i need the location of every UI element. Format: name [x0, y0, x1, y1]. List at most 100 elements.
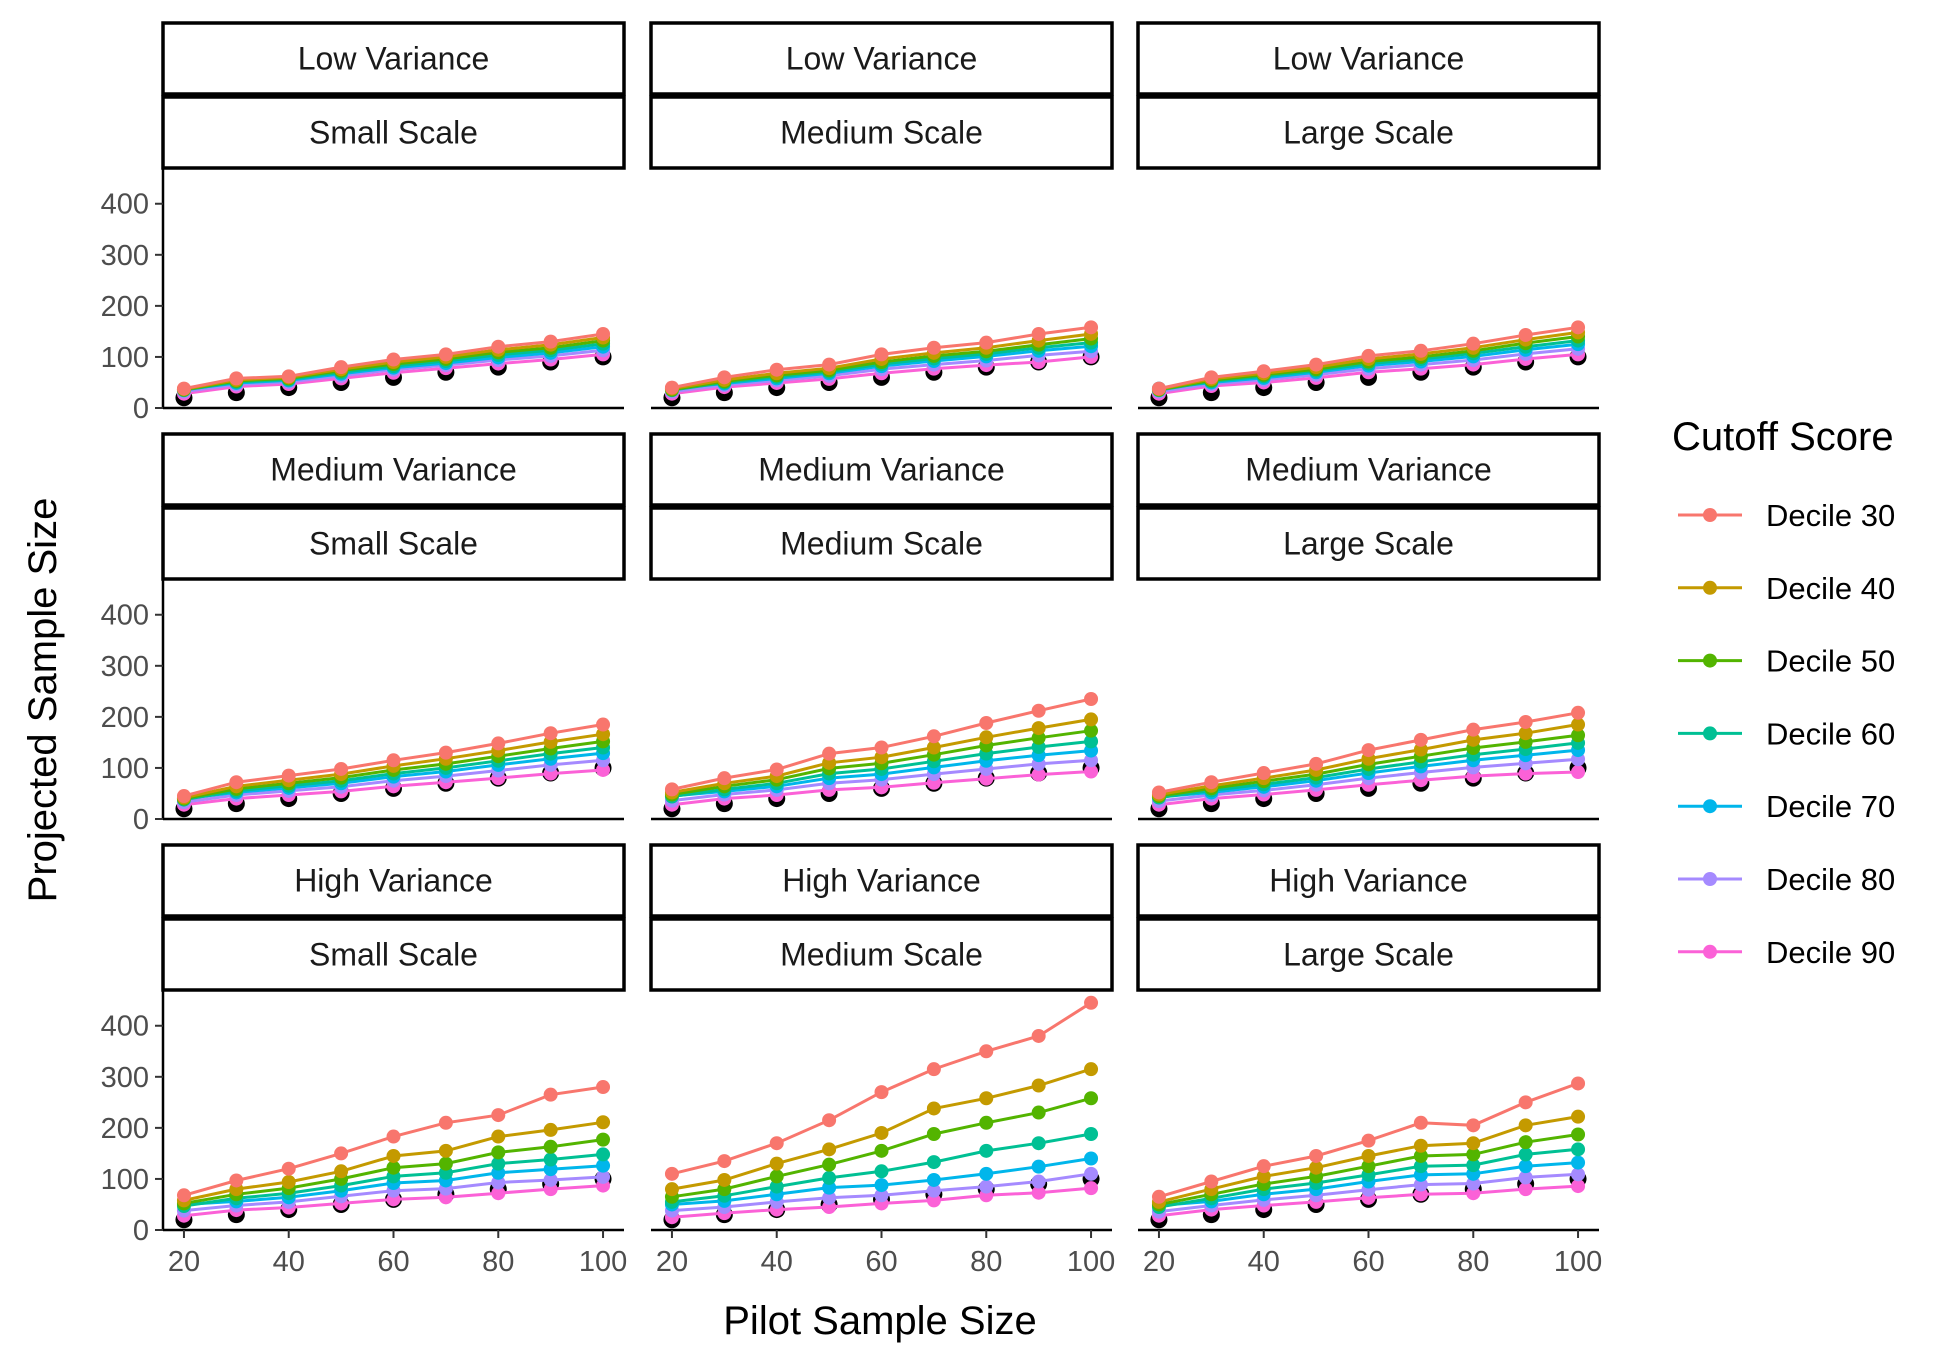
data-point [1466, 1176, 1481, 1191]
data-point [1413, 1177, 1428, 1192]
data-point [979, 1179, 994, 1194]
strip-box-scale [649, 917, 1114, 992]
strip-label-variance: Medium Variance [1245, 452, 1492, 488]
legend-title: Cutoff Score [1672, 415, 1894, 459]
data-point [1084, 1166, 1099, 1181]
facet-panel: High Variance Small Scale 0 100 200 300 400 20 4… [101, 843, 627, 1278]
x-tick-label: 20 [168, 1246, 200, 1278]
data-point [874, 1143, 889, 1158]
data-point [491, 1156, 506, 1171]
data-point [1084, 692, 1099, 706]
data-point [596, 1132, 611, 1147]
x-axis-title: Pilot Sample Size [723, 1299, 1036, 1343]
strip-box-variance [649, 432, 1114, 507]
strip-label-scale: Medium Scale [780, 115, 983, 151]
data-point [543, 1122, 558, 1137]
data-point [1151, 785, 1166, 800]
y-tick-label: 100 [101, 753, 149, 785]
x-tick-label: 60 [377, 1246, 409, 1278]
data-point [717, 1172, 732, 1187]
data-point [438, 1143, 453, 1158]
data-point [926, 1062, 941, 1077]
x-tick-label: 60 [865, 1246, 897, 1278]
y-tick-label: 300 [101, 1062, 149, 1094]
data-point [874, 1164, 889, 1179]
data-point [1084, 764, 1099, 779]
strip-box-scale [1136, 95, 1601, 170]
data-point [1571, 1167, 1586, 1182]
data-point [1466, 336, 1481, 351]
data-point [1571, 1109, 1586, 1124]
data-point [1518, 1182, 1533, 1197]
data-point [438, 1115, 453, 1130]
strip-label-variance: Medium Variance [758, 452, 1005, 488]
strip-label-scale: Small Scale [309, 526, 478, 562]
x-tick-label: 40 [761, 1246, 793, 1278]
data-point [1361, 1159, 1376, 1174]
data-point [926, 1193, 941, 1208]
data-point [491, 1175, 506, 1190]
data-point [1413, 1159, 1428, 1174]
data-point [596, 1158, 611, 1173]
data-point [1084, 723, 1099, 738]
data-point [822, 746, 837, 761]
data-point [1256, 766, 1271, 781]
data-point [769, 1136, 784, 1151]
legend-entry-label: Decile 80 [1766, 862, 1895, 897]
strip-box-scale [649, 506, 1114, 581]
data-point [1031, 1136, 1046, 1151]
data-point [1309, 1148, 1324, 1163]
data-point [281, 1175, 296, 1189]
data-point [1571, 705, 1586, 720]
data-point [822, 1142, 837, 1157]
data-point [769, 1169, 784, 1184]
data-point [979, 1091, 994, 1106]
x-tick-label: 100 [1067, 1246, 1115, 1278]
data-point [596, 326, 611, 341]
legend-key-point [1703, 580, 1717, 595]
y-tick-label: 100 [101, 1164, 149, 1196]
data-point [822, 1190, 837, 1205]
data-point [596, 1080, 611, 1095]
data-point [229, 371, 244, 386]
data-point [822, 357, 837, 372]
x-tick-label: 40 [1248, 1246, 1280, 1278]
data-point [1031, 1159, 1046, 1174]
data-point [1256, 364, 1271, 379]
data-point [1084, 1181, 1099, 1196]
data-point [1571, 1127, 1586, 1142]
y-tick-label: 400 [101, 600, 149, 632]
data-point [664, 1166, 679, 1181]
data-point [1256, 1159, 1271, 1174]
data-point [176, 381, 191, 396]
data-point [1151, 381, 1166, 396]
data-point [176, 1188, 191, 1203]
data-point [1518, 1118, 1533, 1133]
data-point [1084, 1062, 1099, 1077]
data-point [1413, 1148, 1428, 1163]
y-tick-label: 200 [101, 291, 149, 323]
strip-box-variance [1136, 21, 1601, 96]
data-point [1151, 1189, 1166, 1204]
data-point [1204, 370, 1219, 385]
data-point [1084, 734, 1099, 749]
facet-panel: Low Variance Medium Scale [649, 21, 1114, 410]
strip-box-scale [161, 95, 626, 170]
data-point [491, 736, 506, 751]
data-point [491, 1129, 506, 1144]
data-point [543, 1162, 558, 1177]
data-point [1466, 1147, 1481, 1162]
data-point [926, 729, 941, 744]
data-point [1031, 1185, 1046, 1200]
data-point [822, 1113, 837, 1128]
y-tick-label: 200 [101, 702, 149, 734]
x-tick-label: 60 [1352, 1246, 1384, 1278]
data-point [926, 1155, 941, 1170]
data-point [596, 1169, 611, 1184]
data-point [1031, 326, 1046, 341]
data-point [1031, 703, 1046, 718]
data-point [1084, 1127, 1099, 1141]
data-point [1518, 1147, 1533, 1162]
data-point [979, 1166, 994, 1181]
data-point [979, 771, 994, 786]
